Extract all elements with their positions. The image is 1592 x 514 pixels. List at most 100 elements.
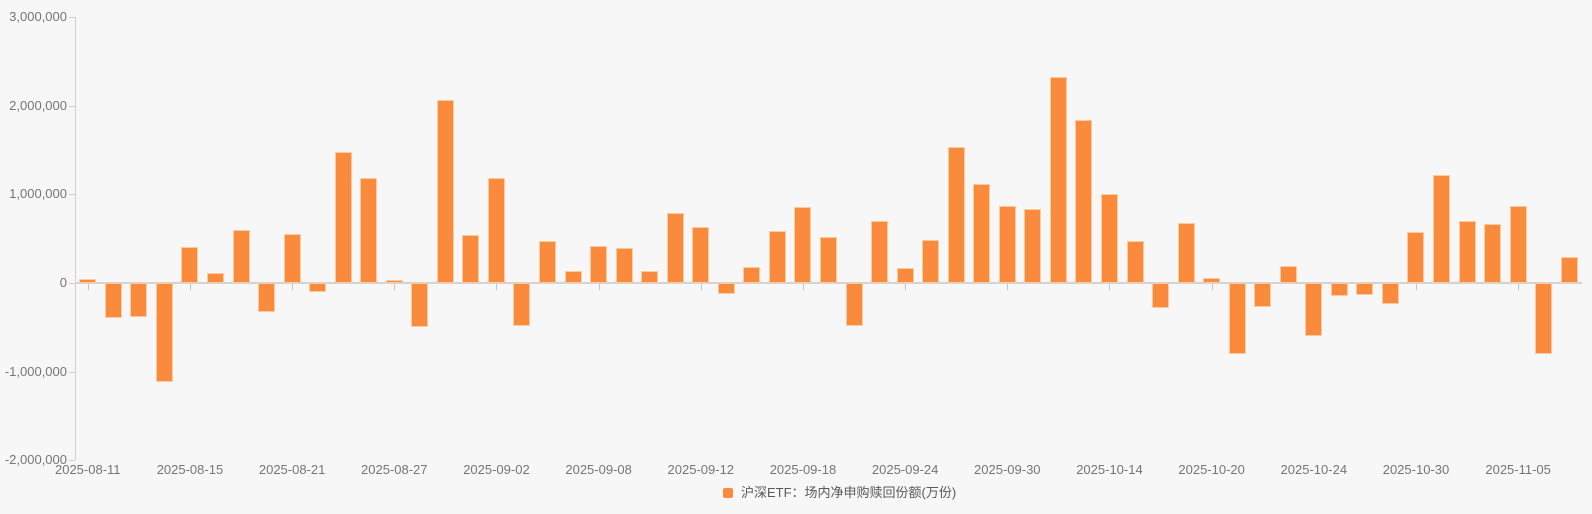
- legend-label: 沪深ETF：场内净申购赎回份额(万份): [741, 485, 957, 500]
- y-axis-label: 0: [59, 275, 67, 290]
- x-axis-label: 2025-08-21: [258, 462, 326, 477]
- x-axis-tick: [87, 283, 89, 290]
- bar[interactable]: [130, 283, 148, 317]
- bar[interactable]: [436, 100, 454, 283]
- x-axis-label: 2025-08-15: [156, 462, 224, 477]
- bar[interactable]: [1484, 223, 1502, 283]
- bar[interactable]: [845, 283, 863, 327]
- x-axis-tick: [598, 283, 600, 290]
- bar[interactable]: [590, 245, 608, 283]
- x-axis-tick: [700, 283, 702, 290]
- bar[interactable]: [998, 205, 1016, 283]
- x-axis-tick: [1211, 283, 1213, 290]
- bar[interactable]: [1381, 283, 1399, 305]
- x-axis-label: 2025-09-30: [974, 462, 1041, 477]
- bar[interactable]: [411, 283, 429, 328]
- bar[interactable]: [309, 283, 327, 292]
- x-axis-label: 2025-09-08: [565, 462, 632, 477]
- legend-swatch-icon: [723, 487, 733, 498]
- bar[interactable]: [1228, 283, 1246, 354]
- x-axis-tick: [496, 283, 498, 290]
- x-axis-label: 2025-10-24: [1280, 462, 1348, 477]
- bar[interactable]: [743, 267, 761, 283]
- y-axis-label: -2,000,000: [4, 452, 67, 468]
- x-axis-label: 2025-08-27: [361, 462, 428, 477]
- bar[interactable]: [922, 239, 940, 283]
- bar[interactable]: [768, 230, 786, 283]
- bar[interactable]: [947, 147, 965, 283]
- bar[interactable]: [1254, 283, 1272, 307]
- bar[interactable]: [820, 236, 837, 283]
- bar[interactable]: [1126, 241, 1144, 283]
- bar[interactable]: [487, 178, 505, 283]
- y-axis-label: 3,000,000: [9, 9, 67, 25]
- y-axis-label: 2,000,000: [9, 97, 67, 113]
- x-axis-tick: [1415, 283, 1417, 290]
- x-axis-label: 2025-08-11: [54, 462, 121, 477]
- bar[interactable]: [564, 270, 582, 283]
- bar[interactable]: [1407, 232, 1425, 283]
- bar[interactable]: [334, 151, 352, 283]
- bar[interactable]: [79, 278, 97, 283]
- bar[interactable]: [513, 283, 531, 326]
- bar[interactable]: [283, 234, 301, 283]
- x-axis-tick: [802, 283, 804, 290]
- bar[interactable]: [973, 183, 991, 283]
- y-axis-tick: [69, 283, 75, 284]
- bar[interactable]: [666, 213, 684, 283]
- x-axis-tick: [292, 283, 294, 290]
- x-axis-label: 2025-09-12: [667, 462, 735, 477]
- bar[interactable]: [871, 220, 889, 283]
- y-axis-tick: [69, 194, 75, 196]
- bar[interactable]: [1152, 283, 1170, 308]
- x-axis-label: 2025-10-14: [1076, 462, 1143, 477]
- bar[interactable]: [539, 241, 557, 283]
- legend-item[interactable]: 沪深ETF：场内净申购赎回份额(万份): [723, 485, 956, 500]
- y-axis-tick: [69, 17, 75, 19]
- bar[interactable]: [1356, 283, 1374, 296]
- x-axis-label: 2025-09-02: [463, 462, 530, 477]
- bar[interactable]: [104, 283, 122, 319]
- bar[interactable]: [1024, 208, 1042, 283]
- bar[interactable]: [232, 229, 250, 283]
- bar[interactable]: [692, 227, 710, 283]
- bar[interactable]: [1509, 205, 1527, 283]
- bar[interactable]: [896, 267, 914, 283]
- y-axis-label: -1,000,000: [4, 363, 67, 379]
- bar[interactable]: [1458, 220, 1476, 283]
- bar[interactable]: [717, 283, 735, 294]
- x-axis-label: 2025-09-24: [871, 462, 939, 477]
- y-axis-tick: [69, 105, 75, 107]
- x-axis-tick: [189, 283, 191, 290]
- x-axis-label: 2025-10-20: [1178, 462, 1245, 477]
- bar[interactable]: [1433, 174, 1451, 283]
- bar[interactable]: [1560, 257, 1578, 283]
- y-axis-tick: [69, 460, 75, 462]
- bar[interactable]: [462, 235, 480, 283]
- bar[interactable]: [1203, 277, 1221, 283]
- bar[interactable]: [1305, 283, 1323, 337]
- x-axis-tick: [394, 283, 396, 290]
- bar[interactable]: [1535, 283, 1553, 354]
- bar[interactable]: [360, 177, 378, 283]
- bar[interactable]: [1177, 222, 1195, 283]
- bar[interactable]: [206, 273, 224, 283]
- bar[interactable]: [181, 246, 199, 283]
- bar[interactable]: [385, 280, 403, 283]
- bar[interactable]: [615, 247, 633, 283]
- bar[interactable]: [794, 206, 812, 283]
- bar[interactable]: [155, 283, 173, 383]
- bar[interactable]: [641, 271, 659, 283]
- x-axis-tick: [1518, 283, 1520, 290]
- y-axis-label: 1,000,000: [9, 186, 67, 202]
- bar[interactable]: [258, 283, 276, 313]
- y-axis-tick: [69, 371, 75, 373]
- bar[interactable]: [1330, 283, 1348, 297]
- bar[interactable]: [1075, 119, 1093, 283]
- bar[interactable]: [1100, 193, 1118, 283]
- x-axis-label: 2025-10-30: [1382, 462, 1450, 477]
- bar[interactable]: [1049, 77, 1067, 283]
- bar[interactable]: [1279, 266, 1297, 283]
